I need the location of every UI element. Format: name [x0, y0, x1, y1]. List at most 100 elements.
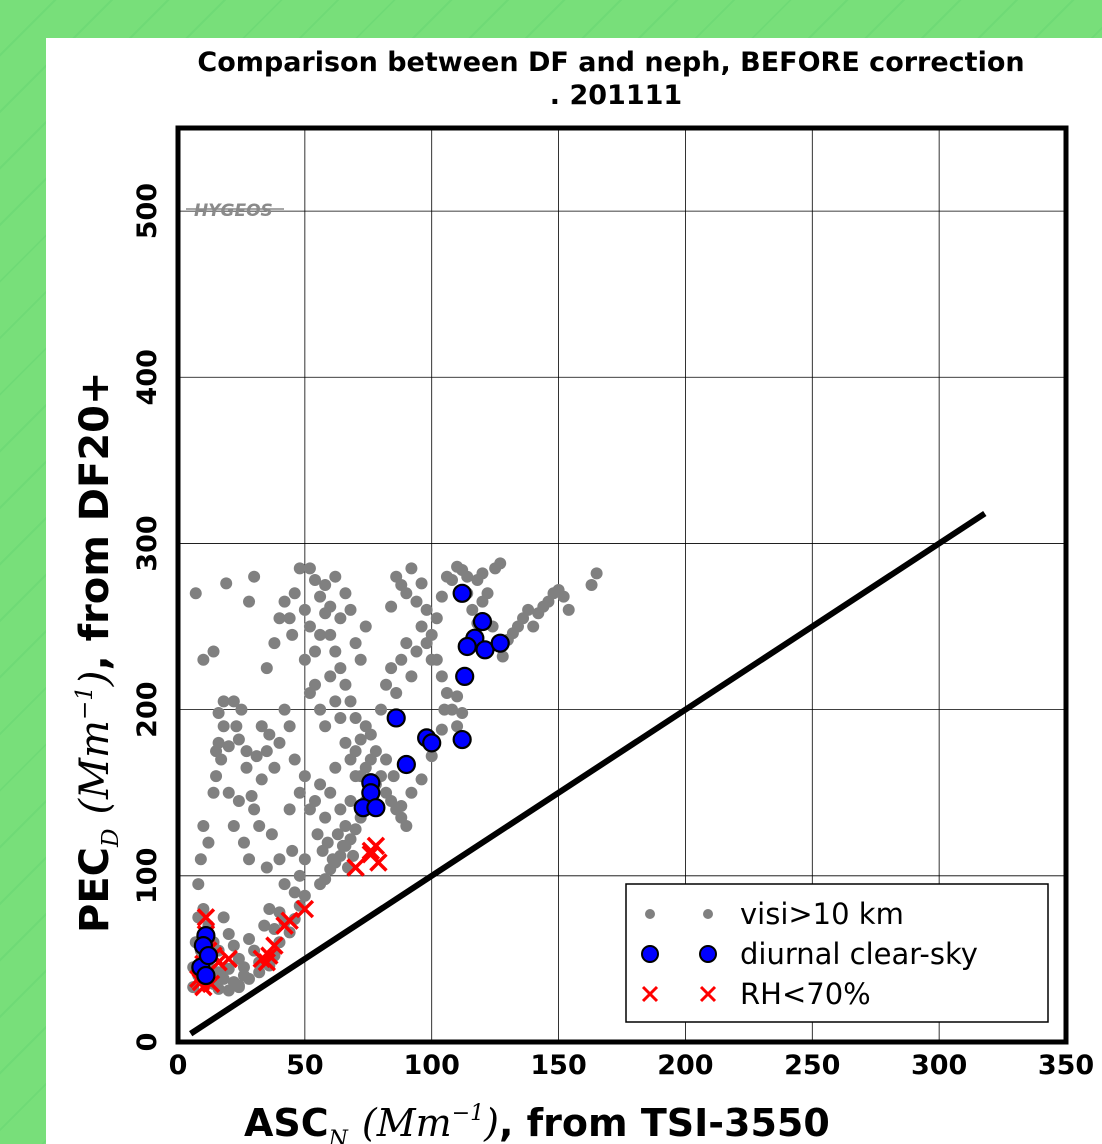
x-tick-label: 50: [286, 1050, 324, 1081]
point-visi: [248, 803, 261, 816]
point-visi: [260, 861, 273, 874]
point-visi: [324, 628, 337, 641]
point-visi: [359, 720, 372, 733]
point-clear-sky: [422, 733, 442, 753]
point-visi: [410, 645, 423, 658]
watermark-text: HYGEOS: [194, 201, 273, 221]
legend-marker-clear-sky: [641, 945, 659, 963]
point-clear-sky: [452, 729, 472, 750]
point-visi: [405, 670, 418, 683]
point-visi: [243, 972, 256, 985]
point-visi: [207, 645, 220, 658]
point-visi: [248, 570, 261, 583]
point-visi: [197, 819, 210, 832]
point-clear-sky: [452, 583, 472, 603]
point-visi: [425, 653, 438, 666]
y-axis-label-sup: −1: [72, 686, 98, 720]
point-clear-sky: [472, 611, 493, 632]
point-visi: [227, 695, 240, 708]
x-tick-label: 200: [657, 1050, 713, 1081]
point-visi: [220, 577, 233, 590]
point-rh: [252, 949, 271, 969]
point-clear-sky: [396, 754, 416, 775]
point-visi: [395, 800, 408, 813]
point-visi: [319, 607, 332, 620]
y-tick-labels: 0 100 200 300 400 500: [132, 183, 163, 1051]
point-visi: [210, 770, 223, 783]
point-rh: [366, 836, 386, 856]
point-visi: [410, 595, 423, 608]
point-visi: [314, 878, 327, 891]
x-tick-label: 250: [784, 1050, 840, 1081]
point-visi: [339, 736, 352, 749]
point-visi: [446, 574, 459, 587]
point-rh: [219, 949, 238, 969]
point-visi: [273, 736, 286, 749]
point-visi: [217, 695, 230, 708]
point-visi: [400, 819, 413, 832]
x-tick-label: 0: [169, 1050, 188, 1081]
point-visi: [235, 703, 248, 716]
point-visi: [253, 819, 266, 832]
point-visi: [349, 745, 362, 758]
point-rh-stroke: [295, 899, 315, 919]
point-visi: [314, 590, 327, 603]
point-visi: [227, 819, 240, 832]
reference-line-layer: [189, 511, 987, 1037]
legend-marker-visi: [645, 909, 655, 919]
point-visi: [250, 750, 263, 763]
point-visi: [334, 803, 347, 816]
point-visi: [339, 678, 352, 691]
point-visi: [329, 761, 342, 774]
point-rh: [275, 916, 294, 935]
x-tick-label: 350: [1038, 1050, 1094, 1081]
point-visi: [324, 863, 337, 876]
point-visi: [400, 587, 413, 600]
point-visi: [268, 761, 281, 774]
legend-box: [625, 883, 1049, 1023]
data-points-layer: [187, 557, 603, 997]
point-visi: [347, 849, 360, 862]
point-visi: [522, 603, 535, 616]
point-visi: [258, 919, 271, 932]
point-visi: [278, 703, 291, 716]
point-visi: [309, 645, 322, 658]
chart-title-line2: . 201111: [550, 80, 682, 111]
x-axis-label-sup: −1: [452, 1101, 484, 1126]
x-axis-label-close: ): [483, 1101, 499, 1144]
point-visi: [339, 587, 352, 600]
point-visi: [354, 653, 367, 666]
y-tick-label: 100: [132, 848, 163, 904]
point-visi: [212, 706, 225, 719]
point-visi: [286, 628, 299, 641]
point-visi: [263, 728, 276, 741]
point-visi: [309, 795, 322, 808]
point-visi: [268, 637, 281, 650]
y-axis-label-sub: D: [98, 829, 124, 848]
point-visi: [344, 695, 357, 708]
x-tick-label: 300: [911, 1050, 967, 1081]
y-tick-label: 0: [132, 1033, 163, 1052]
point-visi: [329, 645, 342, 658]
point-visi: [562, 603, 575, 616]
point-visi: [319, 579, 332, 591]
point-visi: [438, 703, 451, 716]
point-visi: [405, 562, 418, 575]
point-visi: [260, 662, 273, 675]
point-visi: [298, 603, 311, 616]
point-visi: [430, 612, 443, 625]
point-visi: [385, 600, 398, 613]
point-visi: [260, 745, 273, 758]
point-clear-sky: [386, 708, 406, 728]
x-tick-labels: 0 50 100 150 200 250 300 350: [169, 1050, 1095, 1081]
point-rh: [196, 908, 216, 927]
x-tick-label: 100: [404, 1050, 460, 1081]
point-visi: [192, 878, 205, 891]
point-visi: [273, 612, 286, 625]
point-visi: [324, 786, 337, 799]
point-visi: [298, 770, 311, 783]
point-visi: [331, 828, 344, 841]
point-rh: [346, 858, 365, 877]
point-visi: [283, 720, 296, 733]
point-visi: [293, 869, 306, 882]
